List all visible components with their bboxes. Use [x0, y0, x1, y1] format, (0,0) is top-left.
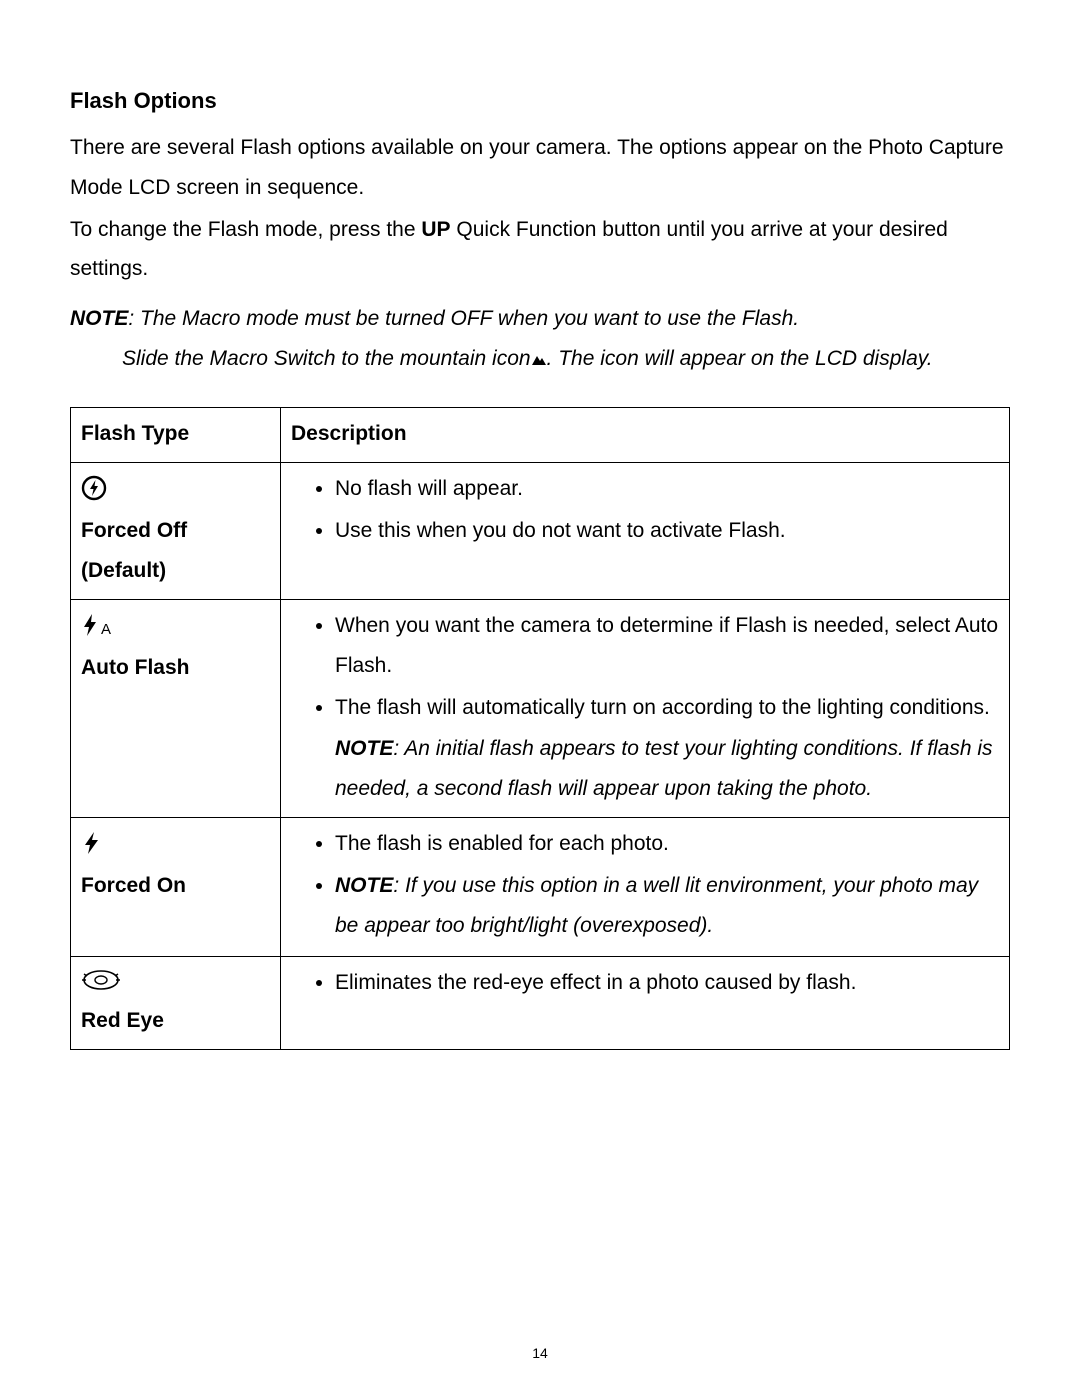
- note-line2b: . The icon will appear on the LCD displa…: [547, 347, 933, 370]
- list-item: No flash will appear.: [335, 469, 999, 509]
- note-label: NOTE: [335, 874, 393, 897]
- flash-type-label: Forced Off (Default): [81, 511, 270, 591]
- flash-type-forced-on: Forced On: [71, 818, 281, 957]
- header-description: Description: [281, 408, 1010, 463]
- header-flash-type: Flash Type: [71, 408, 281, 463]
- macro-note-line2: Slide the Macro Switch to the mountain i…: [70, 339, 1010, 379]
- note-text: : An initial flash appears to test your …: [335, 737, 993, 800]
- note-text: : The Macro mode must be turned OFF when…: [128, 307, 799, 330]
- note-label: NOTE: [70, 307, 128, 330]
- red-eye-icon: [81, 969, 270, 991]
- table-row: Red Eye Eliminates the red-eye effect in…: [71, 956, 1010, 1049]
- intro-paragraph-2: To change the Flash mode, press the UP Q…: [70, 210, 1010, 290]
- auto-note: NOTE: An initial flash appears to test y…: [291, 729, 999, 809]
- desc-list: No flash will appear. Use this when you …: [291, 469, 999, 551]
- flash-auto-icon: A: [81, 612, 270, 638]
- flash-type-forced-off: Forced Off (Default): [71, 463, 281, 600]
- flash-type-label: Auto Flash: [81, 648, 270, 688]
- macro-note: NOTE: The Macro mode must be turned OFF …: [70, 299, 1010, 379]
- flash-off-icon: [81, 475, 270, 501]
- svg-text:A: A: [101, 621, 111, 638]
- flash-type-auto: A Auto Flash: [71, 599, 281, 817]
- list-item: The flash will automatically turn on acc…: [335, 688, 999, 728]
- list-item: Eliminates the red-eye effect in a photo…: [335, 963, 999, 1003]
- desc-list: When you want the camera to determine if…: [291, 606, 999, 728]
- flash-on-icon: [81, 830, 270, 856]
- note-line2a: Slide the Macro Switch to the mountain i…: [122, 347, 531, 370]
- flash-desc-forced-on: The flash is enabled for each photo. NOT…: [281, 818, 1010, 957]
- flash-type-label: Forced On: [81, 866, 270, 906]
- flash-desc-auto: When you want the camera to determine if…: [281, 599, 1010, 817]
- flash-desc-forced-off: No flash will appear. Use this when you …: [281, 463, 1010, 600]
- flash-options-table: Flash Type Description Forced Off (Defau…: [70, 407, 1010, 1050]
- list-item: NOTE: If you use this option in a well l…: [335, 866, 999, 946]
- flash-desc-red-eye: Eliminates the red-eye effect in a photo…: [281, 956, 1010, 1049]
- note-label: NOTE: [335, 737, 393, 760]
- note-text: : If you use this option in a well lit e…: [335, 874, 978, 937]
- intro-p2-bold: UP: [421, 218, 450, 241]
- list-item: When you want the camera to determine if…: [335, 606, 999, 686]
- mountain-icon: [531, 354, 547, 366]
- desc-list: The flash is enabled for each photo. NOT…: [291, 824, 999, 946]
- table-row: Forced Off (Default) No flash will appea…: [71, 463, 1010, 600]
- desc-list: Eliminates the red-eye effect in a photo…: [291, 963, 999, 1003]
- table-row: A Auto Flash When you want the camera to…: [71, 599, 1010, 817]
- intro-p2-a: To change the Flash mode, press the: [70, 218, 421, 241]
- intro-paragraph-1: There are several Flash options availabl…: [70, 128, 1010, 208]
- flash-type-red-eye: Red Eye: [71, 956, 281, 1049]
- section-title: Flash Options: [70, 80, 1010, 122]
- table-header-row: Flash Type Description: [71, 408, 1010, 463]
- list-item: The flash is enabled for each photo.: [335, 824, 999, 864]
- page-number: 14: [0, 1340, 1080, 1367]
- flash-type-label: Red Eye: [81, 1001, 270, 1041]
- macro-note-line1: NOTE: The Macro mode must be turned OFF …: [70, 299, 1010, 339]
- list-item: Use this when you do not want to activat…: [335, 511, 999, 551]
- table-row: Forced On The flash is enabled for each …: [71, 818, 1010, 957]
